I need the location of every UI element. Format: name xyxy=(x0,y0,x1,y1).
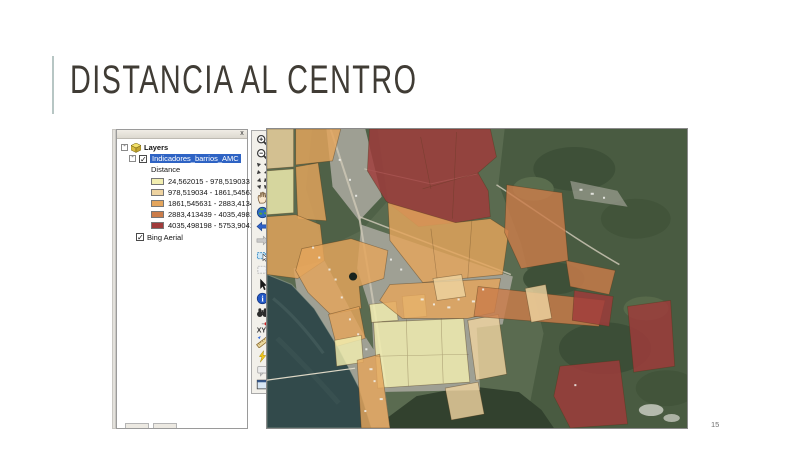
page-number: 15 xyxy=(711,420,720,429)
layers-tree: - Layers - ✓ Indicadores_barrios_AMC Dis… xyxy=(117,139,262,243)
polygon-class2 xyxy=(444,381,485,421)
clear-selection-icon xyxy=(256,266,267,274)
tree-row-field: Distance xyxy=(117,164,247,175)
polygon-class5 xyxy=(571,290,614,327)
polygon-class3 xyxy=(295,129,342,166)
close-icon[interactable]: x xyxy=(240,130,244,137)
layers-panel: x - Layers - ✓ Indicadores_barrios_AMC D… xyxy=(116,129,262,429)
select-elements-button[interactable] xyxy=(253,277,271,291)
zoom-out-button[interactable] xyxy=(253,147,271,161)
polygon-class2 xyxy=(267,129,294,170)
identify-icon: i xyxy=(256,292,268,305)
basemap-checkbox[interactable]: ✓ xyxy=(136,233,144,243)
toc-tab[interactable] xyxy=(125,423,149,428)
fixed-zoom-out-icon xyxy=(256,177,268,189)
polygon-class2 xyxy=(432,274,467,301)
polygon-class2 xyxy=(524,284,553,323)
legend-label: 2883,413439 - 4035,498197 xyxy=(168,210,263,220)
layers-group-icon xyxy=(131,142,141,153)
svg-text:XY: XY xyxy=(256,327,266,333)
svg-text:i: i xyxy=(261,294,264,303)
basemap-label: Bing Aerial xyxy=(147,232,183,242)
clear-selection-button[interactable] xyxy=(253,263,271,277)
tree-row-layers[interactable]: - Layers xyxy=(117,142,247,153)
identify-button[interactable]: i xyxy=(253,291,271,305)
tank-feature xyxy=(348,272,358,281)
layers-panel-titlebar[interactable]: x xyxy=(117,130,247,139)
choropleth-layer xyxy=(267,129,676,428)
fixed-zoom-out-button[interactable] xyxy=(253,176,271,190)
expander-icon[interactable]: - xyxy=(121,143,128,152)
legend-label: 978,519034 - 1861,545630 xyxy=(168,187,259,197)
building-speckles xyxy=(312,158,606,413)
legend-swatch xyxy=(151,222,164,230)
polygon-class3 xyxy=(356,353,391,428)
water xyxy=(267,273,373,428)
bridge-road xyxy=(267,367,356,381)
quarry xyxy=(638,404,664,417)
forward-arrow-icon xyxy=(256,236,268,246)
polygon-class1 xyxy=(267,168,294,216)
legend-field-label: Distance xyxy=(151,165,181,175)
polygon-class4 xyxy=(565,260,616,295)
pointer-icon xyxy=(259,278,267,290)
polygon-class3 xyxy=(295,162,327,222)
toc-tab[interactable] xyxy=(153,423,177,428)
zoom-out-icon xyxy=(256,149,268,161)
polygon-class1 xyxy=(373,318,471,389)
legend-swatch xyxy=(151,177,164,185)
panel-edge xyxy=(112,129,116,429)
measure-ruler-icon xyxy=(255,336,269,349)
legend-label: 24,562015 - 978,519033 xyxy=(168,176,250,186)
polygon-class5 xyxy=(627,300,676,373)
legend-row: 4035,498198 - 5753,904151 xyxy=(117,220,262,231)
map-canvas[interactable] xyxy=(266,128,688,429)
parcel-lines xyxy=(375,131,479,387)
lightning-icon xyxy=(258,349,266,362)
polygon-class5 xyxy=(367,129,497,228)
layers-root-label: Layers xyxy=(144,143,169,153)
go-forward-extent-button[interactable] xyxy=(253,234,271,248)
toc-bottom-tabs[interactable] xyxy=(125,423,177,428)
tree-row-layer[interactable]: - ✓ Indicadores_barrios_AMC xyxy=(117,153,247,164)
polygon-class4 xyxy=(504,184,569,269)
measure-button[interactable] xyxy=(253,334,271,349)
map-image xyxy=(267,129,687,428)
hyperlink-button[interactable] xyxy=(253,349,271,363)
expander-icon[interactable]: - xyxy=(129,154,136,163)
polygon-class3 xyxy=(387,202,510,283)
legend-label: 1861,545631 - 2883,413438 xyxy=(168,199,263,209)
legend-swatch xyxy=(151,200,164,208)
legend-swatch xyxy=(151,188,164,196)
legend-row: 978,519034 - 1861,545630 xyxy=(117,187,258,198)
page-title: DISTANCIA AL CENTRO xyxy=(70,58,418,102)
legend-label: 4035,498198 - 5753,904151 xyxy=(168,221,263,231)
layer-checkbox[interactable]: ✓ xyxy=(139,154,147,164)
title-accent-bar xyxy=(52,56,54,114)
tree-row-basemap[interactable]: ✓ Bing Aerial xyxy=(117,232,247,243)
polygon-class5 xyxy=(553,359,628,428)
layer-name-label[interactable]: Indicadores_barrios_AMC xyxy=(150,154,241,164)
legend-swatch xyxy=(151,211,164,219)
legend-row: 24,562015 - 978,519033 xyxy=(117,176,250,187)
legend-row: 1861,545631 - 2883,413438 xyxy=(117,198,262,209)
legend-row: 2883,413439 - 4035,498197 xyxy=(117,209,262,220)
